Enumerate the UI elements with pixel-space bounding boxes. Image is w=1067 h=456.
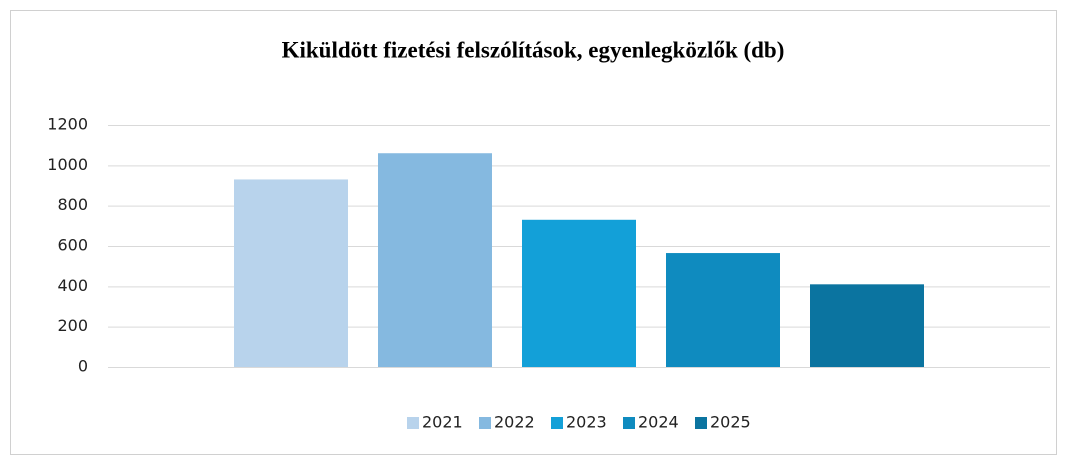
legend-swatch: [479, 417, 491, 429]
legend-swatch: [551, 417, 563, 429]
bar: [666, 253, 780, 367]
y-tick-label: 400: [57, 276, 88, 295]
legend-label: 2022: [494, 413, 535, 432]
legend-swatch: [623, 417, 635, 429]
legend-label: 2023: [566, 413, 607, 432]
y-tick-label: 0: [78, 357, 88, 376]
legend-label: 2021: [422, 413, 463, 432]
chart-title: Kiküldött fizetési felszólítások, egyenl…: [282, 37, 785, 62]
legend-label: 2024: [638, 413, 679, 432]
bar: [522, 219, 636, 367]
y-tick-label: 1000: [47, 155, 88, 174]
legend-swatch: [407, 417, 419, 429]
y-tick-label: 200: [57, 316, 88, 335]
bar: [378, 153, 492, 367]
legend-swatch: [695, 417, 707, 429]
bar: [810, 284, 924, 367]
y-tick-label: 1200: [47, 115, 88, 134]
bar: [234, 179, 348, 367]
y-tick-label: 600: [57, 236, 88, 255]
y-tick-label: 800: [57, 195, 88, 214]
legend-label: 2025: [710, 413, 751, 432]
